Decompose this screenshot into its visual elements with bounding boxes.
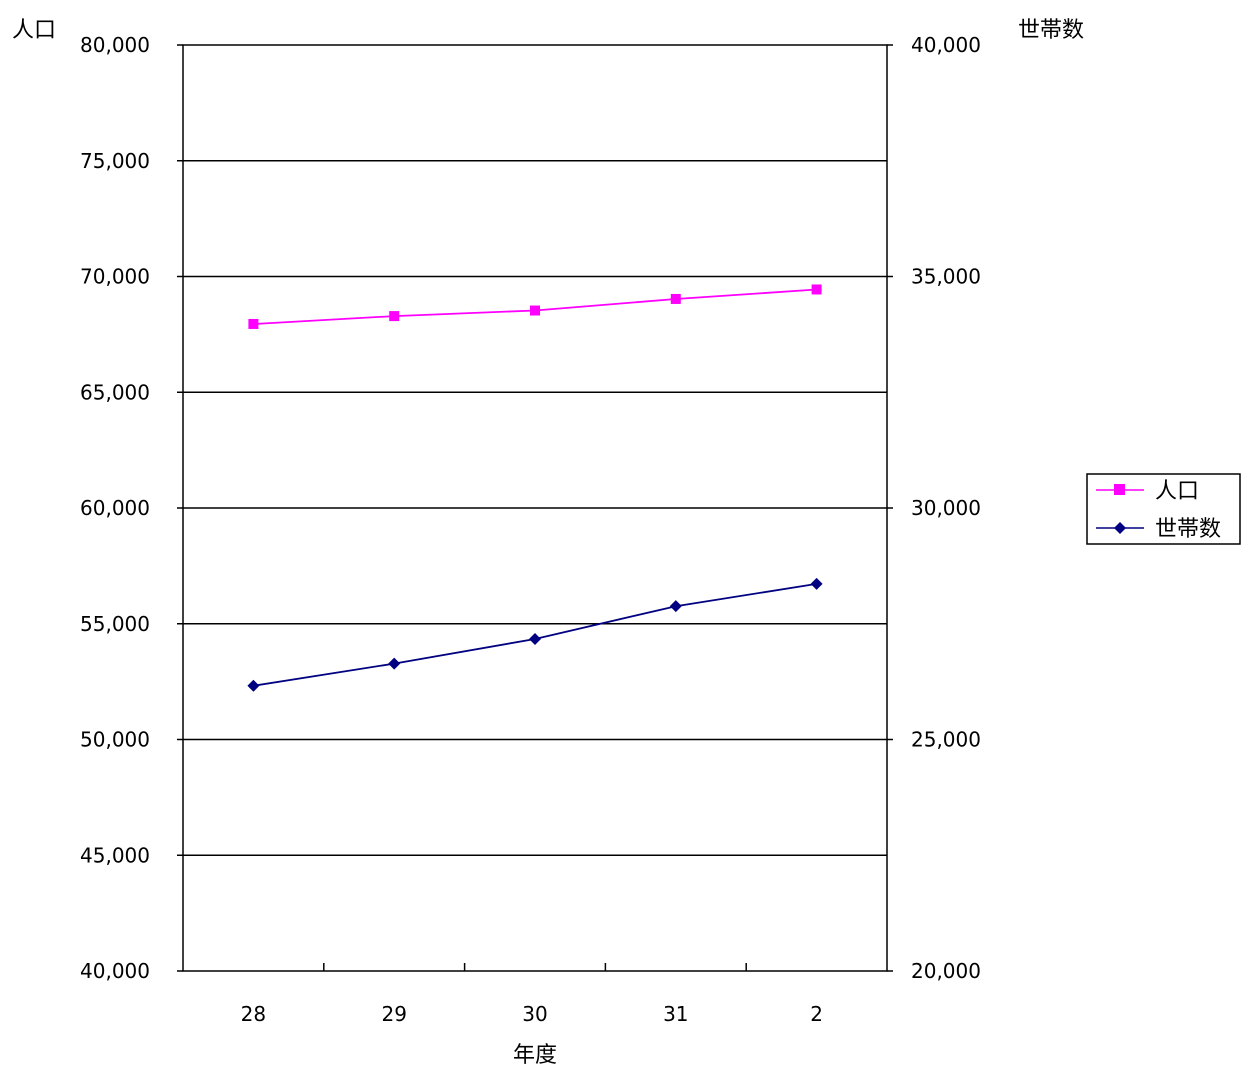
gridlines [183,160,887,856]
y-axis-right-title: 世帯数 [1018,18,1084,43]
data-point-households [669,600,682,613]
data-point-population [248,318,259,329]
legend: 人口 世帯数 [1086,473,1241,545]
data-point-households [388,657,401,670]
legend-marker-population [1114,484,1125,495]
legend-marker-households [1114,522,1126,534]
y-left-tick-label: 70,000 [80,265,150,289]
x-tick-label: 2 [810,1002,823,1026]
y-left-tick-label: 65,000 [80,380,150,404]
y-right-tick-label: 20,000 [911,959,981,983]
data-point-households [529,633,541,646]
y-right-tick-label: 25,000 [911,728,981,752]
y-right-tick-label: 30,000 [911,496,981,520]
data-point-households [810,577,823,590]
y-left-tick-label: 40,000 [80,959,150,983]
y-right-tick-label: 40,000 [911,33,981,57]
y-left-tick-label: 75,000 [80,149,150,173]
legend-box [1086,473,1241,545]
series [247,284,823,692]
data-point-population [670,293,681,304]
y-left-tick-label: 80,000 [80,33,150,57]
legend-label-households: 世帯数 [1155,517,1221,542]
y-right-tick-label: 35,000 [911,265,981,289]
x-tick-label: 28 [241,1002,266,1026]
legend-label-population: 人口 [1155,479,1199,504]
y-left-tick-label: 60,000 [80,496,150,520]
data-point-population [389,311,400,322]
y-axis-left-title: 人口 [12,18,56,43]
x-axis-title: 年度 [513,1043,557,1067]
x-tick-label: 29 [381,1002,406,1026]
data-point-population [811,284,822,295]
data-point-population [530,305,540,316]
y-left-tick-label: 45,000 [80,843,150,867]
y-left-tick-label: 55,000 [80,612,150,636]
data-point-households [247,679,260,692]
x-tick-label: 31 [663,1002,688,1026]
x-tick-label: 30 [522,1002,547,1026]
y-left-tick-label: 50,000 [80,728,150,752]
axis-ticks: 40,000 45,000 50,000 55,000 60,000 65,000 70,0… [80,33,981,1026]
